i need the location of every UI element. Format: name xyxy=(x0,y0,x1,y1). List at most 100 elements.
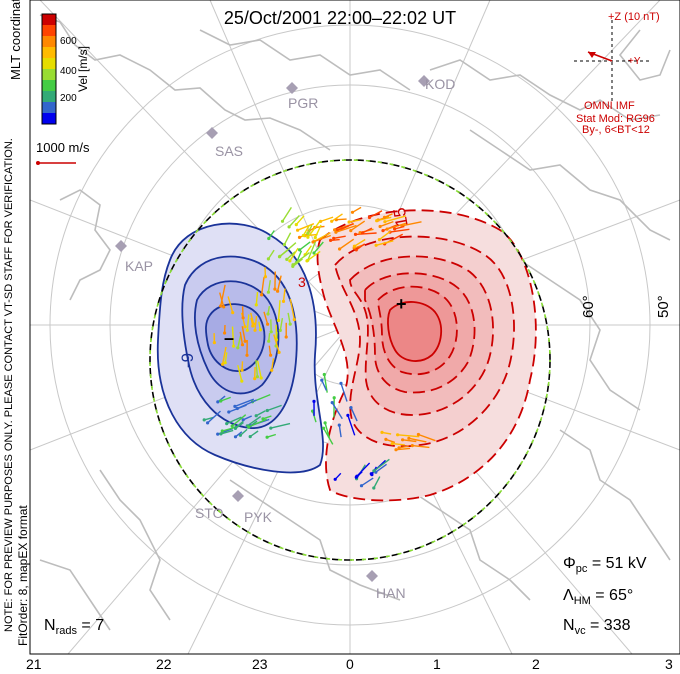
reference-vector xyxy=(36,161,76,165)
velocity-vector-origin xyxy=(292,318,296,322)
station-label-kap: KAP xyxy=(125,258,154,274)
velocity-vector xyxy=(256,360,262,379)
radar-count: Nrads = 7 xyxy=(44,617,105,638)
velocity-vector xyxy=(313,241,324,254)
velocity-vector xyxy=(289,247,299,262)
coastlines xyxy=(39,14,671,631)
colorbar-swatch xyxy=(42,47,56,58)
velocity-vector-origin xyxy=(322,426,326,430)
colorbar-swatch xyxy=(42,102,56,113)
velocity-vector-origin xyxy=(243,339,247,343)
velocity-vector xyxy=(408,437,427,443)
velocity-vector xyxy=(279,317,284,331)
velocity-vector-origin xyxy=(313,235,317,240)
velocity-vector-origin xyxy=(288,322,292,326)
velocity-vector xyxy=(384,215,407,223)
velocity-vector xyxy=(354,238,366,247)
velocity-vector xyxy=(307,241,317,261)
velocity-vector xyxy=(255,359,259,377)
velocity-vector xyxy=(375,463,388,473)
velocity-vector xyxy=(335,224,357,233)
velocity-vector xyxy=(312,234,332,243)
velocity-vector-origin xyxy=(258,328,262,332)
velocity-vector xyxy=(267,404,282,412)
velocity-vector-origin xyxy=(241,316,245,320)
velocity-vector-origin xyxy=(339,381,343,385)
velocity-vector-origin xyxy=(266,290,270,294)
station-label-sas: SAS xyxy=(215,143,244,159)
velocity-vector xyxy=(348,219,361,223)
velocity-vector xyxy=(339,238,355,250)
velocity-vector xyxy=(234,398,255,408)
velocity-vector xyxy=(270,422,291,429)
velocity-vector xyxy=(395,447,411,451)
velocity-vector-origin xyxy=(245,353,249,357)
velocity-vector-origin xyxy=(259,376,263,380)
velocity-vector-origin xyxy=(233,404,237,408)
map-title: 25/Oct/2001 22:00–22:02 UT xyxy=(223,8,457,28)
velocity-vector xyxy=(260,277,265,295)
velocity-vector-origin xyxy=(294,223,298,227)
velocity-vector-origin xyxy=(219,304,223,308)
velocity-vector-origin xyxy=(369,472,373,476)
velocity-vector xyxy=(304,245,312,256)
velocity-vector xyxy=(231,414,247,427)
velocity-vector-origin xyxy=(296,228,300,232)
velocity-vector-origin xyxy=(396,433,400,437)
velocity-colorbar xyxy=(41,13,57,125)
station-label-pgr: PGR xyxy=(288,95,319,111)
velocity-vector-origin xyxy=(381,229,385,233)
velocity-vector-origin xyxy=(375,219,379,223)
velocity-vector-origin xyxy=(269,426,273,430)
velocity-vector-origin xyxy=(240,379,244,383)
velocity-vector-origin xyxy=(232,344,236,348)
velocity-vector xyxy=(397,434,420,438)
velocity-vector-origin xyxy=(230,424,234,428)
velocity-vector-origin xyxy=(349,229,353,233)
velocity-vector-origin xyxy=(255,375,259,379)
velocity-vector-origin xyxy=(416,432,420,437)
velocity-vector xyxy=(369,210,383,219)
velocity-vector xyxy=(347,415,356,436)
mlt-tick-3: 3 xyxy=(665,656,673,672)
vector-count: Nvc = 338 xyxy=(563,617,631,638)
contour-label-negative: -9 xyxy=(178,352,197,368)
velocity-vector-origin xyxy=(216,400,220,404)
colorbar-swatch xyxy=(42,113,56,124)
potential-minimum-marker: – xyxy=(224,328,235,348)
velocity-vector-origin xyxy=(320,378,324,382)
velocity-vector xyxy=(207,410,221,424)
velocity-vector xyxy=(250,312,255,325)
velocity-vector-origin xyxy=(372,486,376,490)
velocity-vector-origin xyxy=(367,215,372,220)
velocity-vector xyxy=(249,430,259,438)
velocity-vector-origin xyxy=(235,406,239,411)
velocity-vector xyxy=(268,230,275,239)
mlt-tick-1: 1 xyxy=(433,656,441,672)
velocity-vector xyxy=(282,288,286,302)
velocity-vector xyxy=(227,296,234,313)
velocity-vector-origin xyxy=(377,238,381,242)
potential-maximum-marker: + xyxy=(396,294,407,314)
velocity-vector-origin xyxy=(247,425,251,429)
latitude-label-50: 50° xyxy=(655,295,672,318)
velocity-vector-origin xyxy=(333,228,337,232)
velocity-vector-origin xyxy=(212,341,216,345)
velocity-vector xyxy=(331,213,343,222)
velocity-vector-origin xyxy=(330,401,334,405)
velocity-vector xyxy=(401,221,422,227)
colorbar-tick-200: 200 xyxy=(60,93,77,104)
velocity-vector-origin xyxy=(372,469,376,473)
velocity-vector xyxy=(392,442,405,446)
velocity-vector-origin xyxy=(269,353,273,357)
velocity-vector xyxy=(336,218,347,221)
velocity-vector-origin xyxy=(393,227,397,231)
velocity-vector-origin xyxy=(383,220,387,224)
velocity-vector-origin xyxy=(354,475,358,479)
velocity-vector xyxy=(279,242,297,258)
velocity-vector-origin xyxy=(269,330,273,334)
velocity-vector-origin xyxy=(337,423,341,427)
imf-condition-label: By-, 6<BT<12 xyxy=(582,124,650,136)
velocity-vector xyxy=(355,232,377,236)
imf-plus-y-label: +Y xyxy=(628,56,641,67)
